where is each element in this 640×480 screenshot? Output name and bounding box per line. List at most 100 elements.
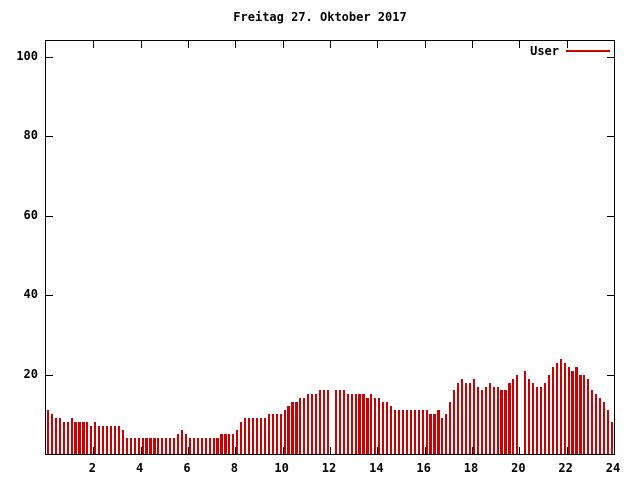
bar	[196, 438, 199, 454]
bar	[109, 426, 113, 454]
chart-title: Freitag 27. Oktober 2017	[233, 10, 407, 24]
bar	[342, 390, 345, 454]
x-tick	[330, 447, 331, 454]
bar	[263, 418, 266, 454]
bar	[453, 390, 456, 454]
bar	[315, 394, 318, 454]
bar	[571, 370, 574, 454]
bar	[212, 438, 215, 454]
legend-line-user	[566, 50, 610, 52]
bar	[216, 438, 219, 454]
x-tick	[330, 41, 331, 48]
x-tick	[614, 447, 615, 454]
bar	[82, 422, 85, 454]
bar	[66, 422, 69, 454]
bar	[184, 434, 188, 454]
bar	[524, 370, 527, 454]
x-tick	[519, 447, 521, 454]
bar	[177, 434, 180, 454]
bar	[86, 422, 89, 454]
bar	[259, 418, 263, 454]
bar	[307, 394, 310, 454]
x-tick-label: 14	[369, 461, 384, 475]
bar	[445, 414, 448, 454]
bar	[409, 410, 412, 454]
bar	[161, 438, 164, 454]
bar	[433, 414, 436, 454]
bar	[401, 410, 405, 454]
y-tick-label: 60	[23, 207, 38, 222]
bar	[480, 390, 483, 454]
bar	[567, 366, 570, 454]
y-tick	[607, 56, 614, 58]
legend: User	[530, 44, 610, 58]
x-tick	[140, 447, 142, 454]
bar	[512, 378, 515, 454]
bar	[583, 374, 586, 454]
bar	[248, 418, 251, 454]
bar	[425, 410, 428, 454]
bar	[106, 426, 109, 454]
y-tick	[607, 136, 614, 138]
bar	[78, 422, 81, 454]
bar	[291, 402, 294, 454]
x-tick	[93, 447, 95, 454]
x-tick-label: 4	[136, 461, 144, 475]
bar	[208, 438, 211, 454]
bar	[476, 386, 479, 454]
bar	[50, 414, 53, 454]
bar	[457, 382, 460, 454]
bar	[74, 422, 77, 454]
y-tick	[46, 295, 53, 297]
bar	[508, 382, 511, 454]
x-tick-label: 2	[88, 461, 96, 475]
bar	[322, 390, 326, 454]
bar	[141, 438, 144, 454]
bar	[579, 374, 582, 454]
bar	[464, 382, 468, 454]
bar	[279, 414, 282, 454]
x-tick	[424, 447, 426, 454]
bar	[595, 394, 598, 454]
bar	[283, 410, 286, 454]
bar	[149, 438, 152, 454]
bar	[528, 378, 531, 454]
bar	[350, 394, 353, 454]
plot-area: User	[45, 40, 615, 455]
bar	[94, 422, 97, 454]
bar	[220, 434, 223, 454]
bar	[180, 430, 184, 454]
bar	[346, 394, 349, 454]
y-tick	[46, 374, 53, 376]
bar	[70, 418, 73, 454]
bar	[429, 414, 432, 454]
bar	[299, 398, 302, 454]
y-tick	[607, 215, 614, 217]
legend-label-user: User	[530, 44, 559, 58]
bar	[555, 362, 558, 454]
bar	[366, 398, 369, 454]
x-tick	[472, 41, 473, 48]
bar	[468, 382, 472, 454]
bar	[496, 386, 499, 454]
bar	[287, 406, 290, 454]
bar	[117, 426, 121, 454]
bar	[374, 398, 377, 454]
bar	[90, 426, 93, 454]
bar	[603, 402, 606, 454]
bar	[271, 414, 274, 454]
bar	[326, 390, 330, 454]
y-tick-label: 20	[23, 366, 38, 381]
x-tick	[282, 41, 284, 48]
bar	[417, 410, 420, 454]
bar	[319, 390, 322, 454]
bar	[559, 358, 562, 454]
x-tick-label: 22	[558, 461, 573, 475]
bar	[539, 386, 543, 454]
bar	[492, 386, 495, 454]
bar	[204, 438, 207, 454]
bar	[547, 374, 550, 454]
bar	[421, 410, 424, 454]
bar	[244, 418, 247, 454]
